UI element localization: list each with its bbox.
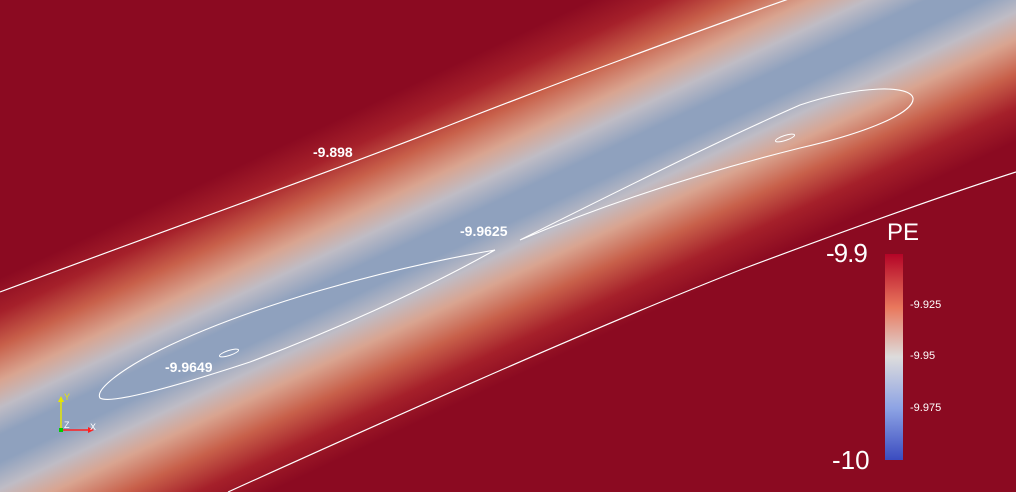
contour-lobe-upper: [519, 88, 914, 241]
contour-label-minimum: -9.9649: [165, 359, 213, 375]
colorbar-tick-label: -9.925: [910, 299, 942, 311]
minimum-ring-lower: [218, 348, 240, 358]
axes-triad-icon: [58, 396, 94, 433]
minimum-ring-upper: [774, 133, 796, 143]
colorbar-title: PE: [887, 219, 920, 246]
axis-label-x: X: [90, 422, 97, 432]
colorbar-gradient: [885, 254, 903, 460]
contour-line-upper: [0, 0, 788, 293]
colorbar-tick-label: -9.975: [910, 402, 942, 414]
contour-label-saddle: -9.9625: [460, 223, 508, 239]
colorbar-tick-label: -9.95: [910, 350, 936, 362]
colorbar-min-label: -10: [832, 445, 870, 475]
axis-label-z: Z: [64, 420, 70, 430]
contour-label-outer: -9.898: [313, 144, 353, 160]
colorbar-max-label: -9.9: [826, 238, 868, 268]
contour-lobe-lower: [98, 249, 496, 400]
orientation-axes-triad: Y Z X: [52, 392, 102, 436]
contour-line-lower: [227, 171, 1016, 492]
axis-label-y: Y: [64, 392, 71, 402]
